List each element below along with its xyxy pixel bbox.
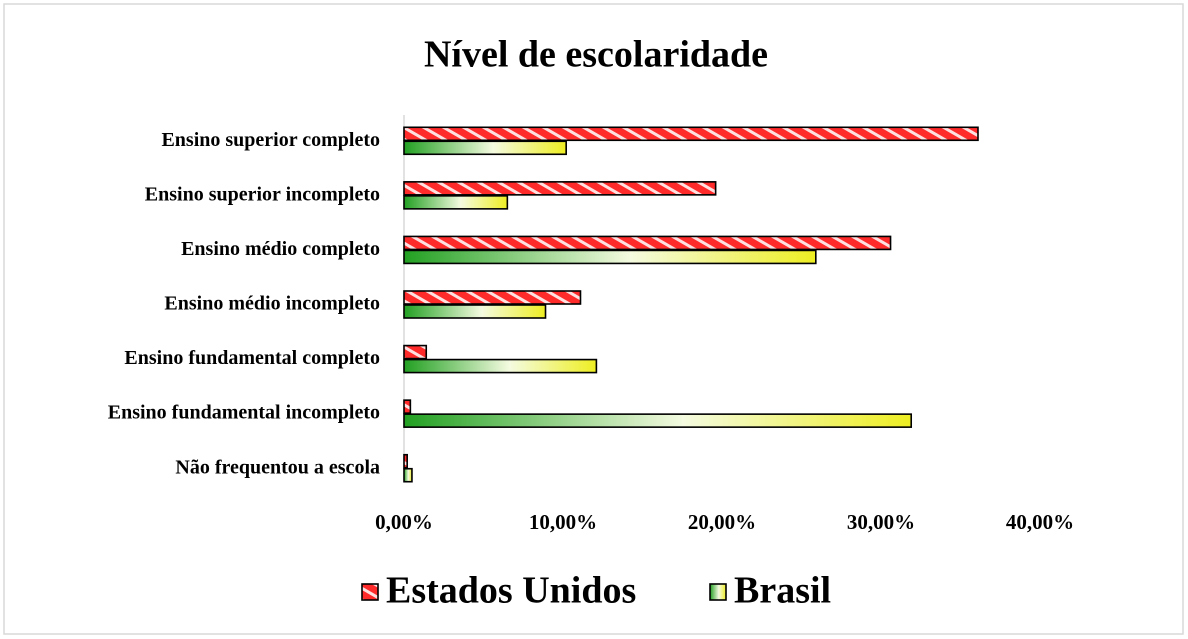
x-tick-label: 30,00% [847, 510, 915, 534]
bar [403, 140, 567, 156]
bar [403, 399, 412, 414]
bar [403, 304, 547, 319]
bar [403, 453, 408, 469]
bar [403, 290, 582, 305]
x-tick-label: 10,00% [529, 510, 597, 534]
chart-title: Nível de escolaridade [424, 34, 768, 76]
y-tick-label: Não frequentou a escola [175, 456, 380, 478]
bar [403, 195, 509, 210]
x-tick-label: 40,00% [1006, 510, 1074, 534]
bar [403, 358, 598, 374]
legend-swatch [709, 583, 727, 601]
y-tick-label: Ensino fundamental completo [124, 347, 380, 369]
bar [403, 467, 413, 483]
bar [403, 249, 817, 265]
bar [403, 344, 428, 360]
legend-swatch [361, 583, 379, 601]
bar [403, 181, 717, 196]
bar [403, 235, 892, 251]
y-tick-label: Ensino médio incompleto [164, 293, 380, 315]
x-tick-label: 0,00% [375, 510, 433, 534]
bar [403, 126, 979, 142]
bar [403, 413, 913, 428]
legend-label: Estados Unidos [386, 570, 636, 612]
y-tick-label: Ensino médio completo [181, 238, 380, 260]
y-tick-label: Ensino fundamental incompleto [108, 402, 380, 424]
x-tick-label: 20,00% [688, 510, 756, 534]
chart-frame [3, 3, 1184, 635]
y-tick-label: Ensino superior incompleto [145, 183, 380, 205]
y-tick-label: Ensino superior completo [161, 129, 380, 151]
legend-label: Brasil [734, 570, 831, 612]
